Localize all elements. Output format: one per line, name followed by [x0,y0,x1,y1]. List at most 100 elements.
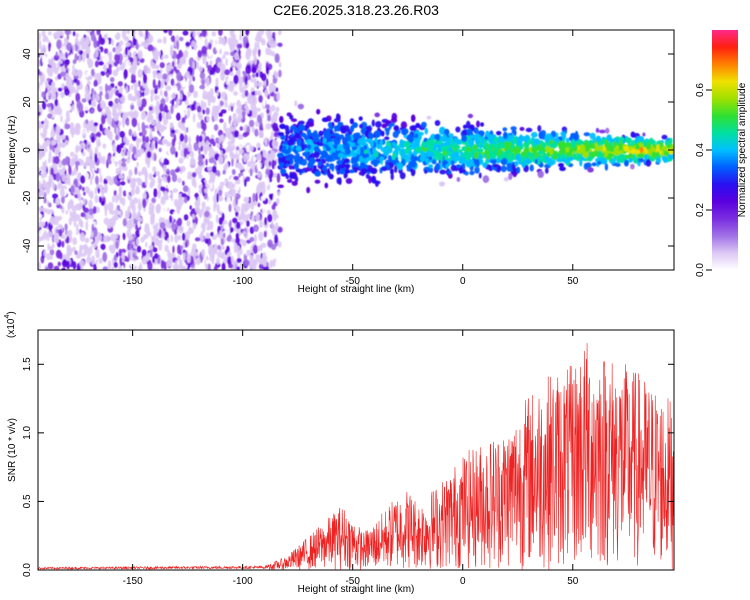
spectrogram-cell [150,177,156,187]
spectrogram-cell [200,222,205,230]
spectrogram-cell [40,75,44,84]
spectrogram-cell [106,222,112,229]
spectrogram-cell [545,146,551,153]
spectrogram-cell [528,152,535,157]
spectrogram-cell [253,104,257,113]
spectrogram-cell [597,153,602,158]
spectrogram-cell [61,259,68,268]
spectrogram-cell [264,217,267,226]
spectrogram-cell [200,230,204,237]
spectrogram-cell [213,203,216,212]
spectrogram-cell [180,93,183,101]
spectrogram-cell [474,159,480,167]
spectrogram-cell [242,231,247,236]
spectrogram-cell [254,41,258,52]
spectrogram-cell [151,197,157,204]
spectrogram-cell [265,47,270,56]
spectrogram-cell [246,47,251,55]
spectrogram-cell [175,151,178,158]
spectrogram-cell [202,90,208,100]
spectrogram-cell [352,122,358,128]
spectrogram-cell [129,57,134,63]
spectrogram-cell [381,123,387,129]
spectrogram-cell [134,166,138,175]
spectrogram-cell [134,55,138,65]
spectrogram-cell [82,133,86,140]
spectrogram-cell [56,39,62,50]
spectrogram-cell [49,249,55,256]
spectrogram-cell [236,162,243,168]
spectrogram-cell [43,197,47,204]
spectrogram-cell [461,135,468,143]
spectrogram-cell [141,128,147,136]
spectrogram-cell [56,215,63,221]
spectrogram-cell [385,120,392,125]
spectrogram-cell [66,244,71,254]
spectrogram-cell [336,113,340,120]
spectrogram-cell [163,104,168,113]
spectrogram-cell [94,48,99,58]
spectrogram-cell [198,66,203,72]
spectrogram-cell [128,169,133,177]
spectrogram-cell [195,167,199,175]
spectrogram-cell [60,134,66,140]
spectrogram-cell [270,50,276,57]
spectrogram-cell [249,254,254,262]
spectrogram-cell [272,172,279,178]
spectrogram-cell [229,30,235,37]
spectrogram-cell [83,161,88,168]
spectrogram-cell [65,52,68,59]
spectrogram-cell [123,145,126,153]
spectrogram-cell [547,135,554,140]
spectrogram-cell [61,240,65,248]
snr-y-tick-label: 1.0 [22,425,33,439]
spectrogram-cell [306,144,312,149]
spectrogram-cell [291,180,298,186]
spectrogram-cell [104,128,110,136]
spectrogram-cell [216,203,220,213]
spectrogram-cell [170,78,175,86]
spectrogram-cell [126,150,131,157]
spectrogram-cell [142,91,145,97]
spectrogram-cell [207,98,211,107]
spectrogram-cell [473,151,479,160]
spectrogram-cell [552,155,558,160]
spectrogram-cell [82,186,85,192]
spectrogram-cell [431,159,437,165]
spectrogram-cell [271,220,274,231]
spectrogram-cell [228,263,234,269]
spectrogram-cell [296,168,303,173]
spectrogram-cell [266,262,269,268]
spectrogram-cell [232,231,235,240]
spectrogram-cell [161,55,164,61]
spectrogram-cell [308,122,314,127]
spectrogram-cell [253,224,259,232]
spectrogram-cell [385,128,390,136]
spectrogram-cell [176,40,180,50]
spectrogram-cell [137,138,142,143]
spectrogram-cell [297,103,304,110]
spectrogram-cell [342,142,350,151]
spectrogram-cell [263,258,267,268]
spectrogram-cell [642,140,648,146]
spectrogram-cell [269,194,274,201]
spectrogram-cell [619,150,624,154]
spectrogram-cell [510,144,515,149]
spectrogram-cell [558,163,564,168]
spectrogram-cell [94,164,98,171]
spectrogram-cell [345,178,353,184]
spectrogram-cell [81,52,86,63]
spectrogram-cell [84,85,89,94]
spectrogram-cell [167,190,172,197]
spectrogram-cell [87,57,91,66]
spectrogram-cell [114,53,120,63]
spectrogram-cell [516,166,521,174]
spectrogram-cell [607,137,613,142]
spectrogram-cell [424,158,430,163]
spectrogram-cell [381,166,388,171]
spectrogram-cell [118,85,123,96]
spectrogram-cell [153,263,160,270]
spectrogram-cell [100,167,107,178]
spectrogram-cell [630,163,635,170]
spectrogram-cell [90,136,95,143]
